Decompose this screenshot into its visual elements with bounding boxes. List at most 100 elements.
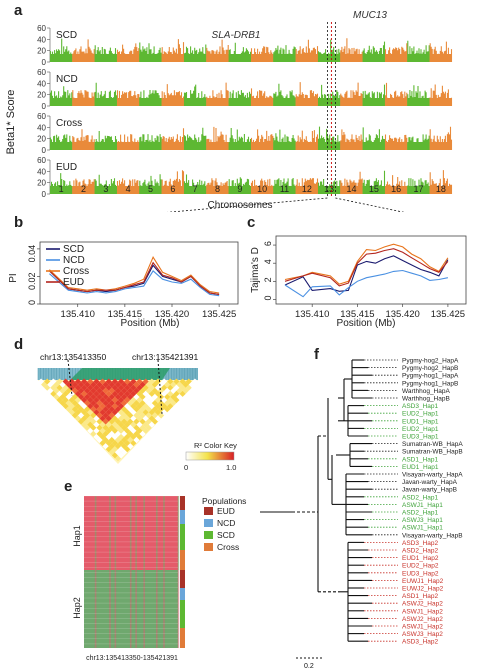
beta-score-peaks [362, 127, 386, 150]
y-tick-label: 2 [263, 277, 273, 282]
ld-cell [114, 455, 122, 462]
tree-leaf-label: EUD3_Hap1 [402, 434, 439, 441]
beta-score-peaks [362, 41, 386, 62]
ld-cell [87, 403, 94, 410]
x-tick-label: 135.425 [202, 309, 236, 320]
beta-score-peaks [317, 39, 341, 62]
ld-heatmap-panel: chr13:135413350 chr13:135421391 R² Color… [37, 352, 237, 472]
tree-leaf-label: EUD1_Hap2 [402, 555, 439, 562]
ld-cell [108, 381, 115, 388]
population-bar-segment [180, 510, 185, 524]
ld-cell [114, 436, 122, 444]
series-line-scd [284, 255, 449, 292]
ld-block-connector [70, 368, 170, 380]
ld-cell [93, 396, 100, 404]
beta-score-peaks [384, 82, 408, 106]
beta-score-peaks [206, 178, 229, 194]
ld-cell [127, 412, 134, 419]
track-ytick: 40 [37, 123, 46, 132]
ld-cell [158, 412, 165, 419]
ld-cell [68, 403, 75, 410]
legend-swatch-ncd [204, 519, 213, 527]
beta-score-peaks [407, 40, 430, 62]
ld-cell [56, 396, 63, 404]
ld-cell [53, 387, 60, 394]
ld-cell [161, 396, 168, 404]
y-tick-label: 0 [263, 295, 273, 300]
x-tick-label: 135.425 [431, 309, 465, 320]
ld-cell [139, 387, 146, 394]
beta-score-peaks [183, 127, 207, 150]
ld-cell [62, 403, 69, 410]
ld-cell [71, 412, 78, 419]
ld-cell [105, 403, 112, 410]
population-bar-segment [180, 600, 185, 628]
ld-cell [47, 381, 54, 388]
tree-leaf-label: EUD2_Hap2 [402, 563, 439, 570]
track-ytick: 40 [37, 167, 46, 176]
beta-score-peaks [183, 174, 207, 194]
y-tick-label: 6 [263, 241, 273, 246]
variant-column [135, 570, 137, 648]
ld-cell [96, 387, 103, 394]
ld-cell [84, 381, 91, 388]
ld-cell [105, 396, 112, 404]
tree-leaf-label: Pygmy-hog2_HapB [402, 365, 458, 372]
tree-leaf-label: ASD3_Hap2 [402, 639, 439, 646]
variant-column [163, 496, 165, 570]
track-label-ncd: NCD [56, 74, 78, 85]
ld-cell [154, 396, 162, 404]
r2-key-max: 1.0 [226, 463, 236, 472]
ld-cell [90, 381, 97, 388]
ld-cell [84, 406, 91, 413]
chromosome-label-17: 17 [413, 184, 423, 194]
variant-column [94, 570, 97, 648]
beta-score-peaks [250, 46, 274, 62]
manhattan-panel: SCD6040200NCD6040200Cross6040200EUD60402… [5, 10, 453, 212]
haplotype-xlabel: chr13:135413350-135421391 [86, 655, 178, 662]
beta-score-peaks [139, 174, 162, 194]
ld-cell [121, 387, 128, 394]
variant-column [156, 496, 158, 570]
hap2-label: Hap2 [72, 597, 82, 619]
beta-score-peaks [429, 84, 453, 106]
ld-cell [118, 452, 125, 459]
beta-score-peaks [183, 84, 207, 106]
ld-cell [145, 406, 152, 413]
variant-column [114, 570, 117, 648]
chromosome-label-13: 13 [324, 184, 334, 194]
ld-cell [121, 418, 128, 425]
variant-column [109, 570, 111, 648]
legend-label-ncd: NCD [63, 255, 85, 266]
y-tick-label: 0 [27, 300, 37, 305]
ld-cell [127, 406, 134, 413]
left-snp-label: chr13:135413350 [40, 352, 106, 362]
plot-frame [275, 235, 467, 305]
ld-cell [124, 415, 131, 422]
phylogenetic-tree-panel: Pygmy-hog2_HapAPygmy-hog2_HapBPygmy-hog1… [260, 358, 463, 670]
ld-cell [41, 381, 48, 388]
chromosome-label-3: 3 [103, 184, 108, 194]
chromosome-label-6: 6 [170, 184, 175, 194]
tree-leaf-label: Warthhog_HapA [402, 388, 450, 395]
beta-score-peaks [250, 129, 274, 150]
beta-score-peaks [161, 128, 185, 150]
ld-cell [108, 436, 115, 444]
variant-column [94, 496, 97, 570]
chromosome-label-15: 15 [369, 184, 379, 194]
beta-score-peaks [206, 126, 229, 150]
beta-score-peaks [72, 129, 95, 150]
ld-cell [99, 396, 106, 404]
ld-cell [121, 406, 128, 413]
ld-cell [114, 387, 122, 394]
chromosome-label-5: 5 [148, 184, 153, 194]
ld-cell [124, 421, 131, 428]
ld-cell [111, 446, 118, 453]
ld-cell [154, 409, 162, 416]
ld-cell [81, 421, 88, 428]
track-ytick: 0 [42, 58, 47, 67]
ld-cell [170, 387, 177, 394]
tree-leaf-label: ASD3_Hap1 [402, 403, 439, 410]
y-tick-label: 0.04 [27, 245, 37, 263]
tree-leaf-label: Visayan-warty_HapA [402, 472, 463, 479]
